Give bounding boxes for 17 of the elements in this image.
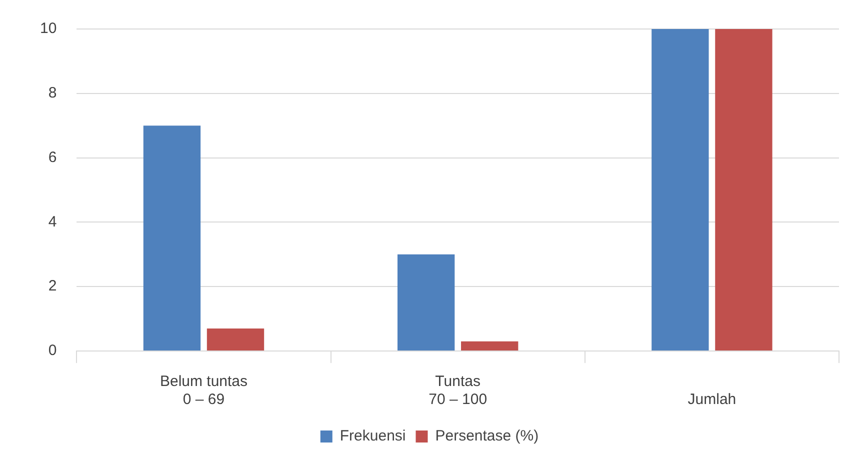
bar — [715, 29, 772, 350]
y-tick-label: 0 — [48, 342, 57, 360]
bar — [397, 254, 455, 350]
bar — [206, 328, 264, 350]
bar — [143, 126, 201, 350]
legend-label: Frekuensi — [340, 428, 406, 445]
legend-label: Persentase (%) — [435, 428, 539, 445]
bar — [461, 341, 518, 350]
x-tick-label: Jumlah — [688, 391, 736, 408]
x-tick-label: Tuntas 70 – 100 — [428, 373, 488, 408]
y-tick-label: 4 — [48, 213, 57, 230]
y-tick-label: 2 — [48, 278, 57, 295]
bar — [652, 29, 709, 350]
x-tick-label: Belum tuntas 0 – 69 — [160, 373, 248, 408]
y-tick-label: 8 — [48, 84, 57, 102]
y-tick-label: 6 — [48, 148, 57, 166]
y-tick-label: 10 — [40, 20, 57, 38]
